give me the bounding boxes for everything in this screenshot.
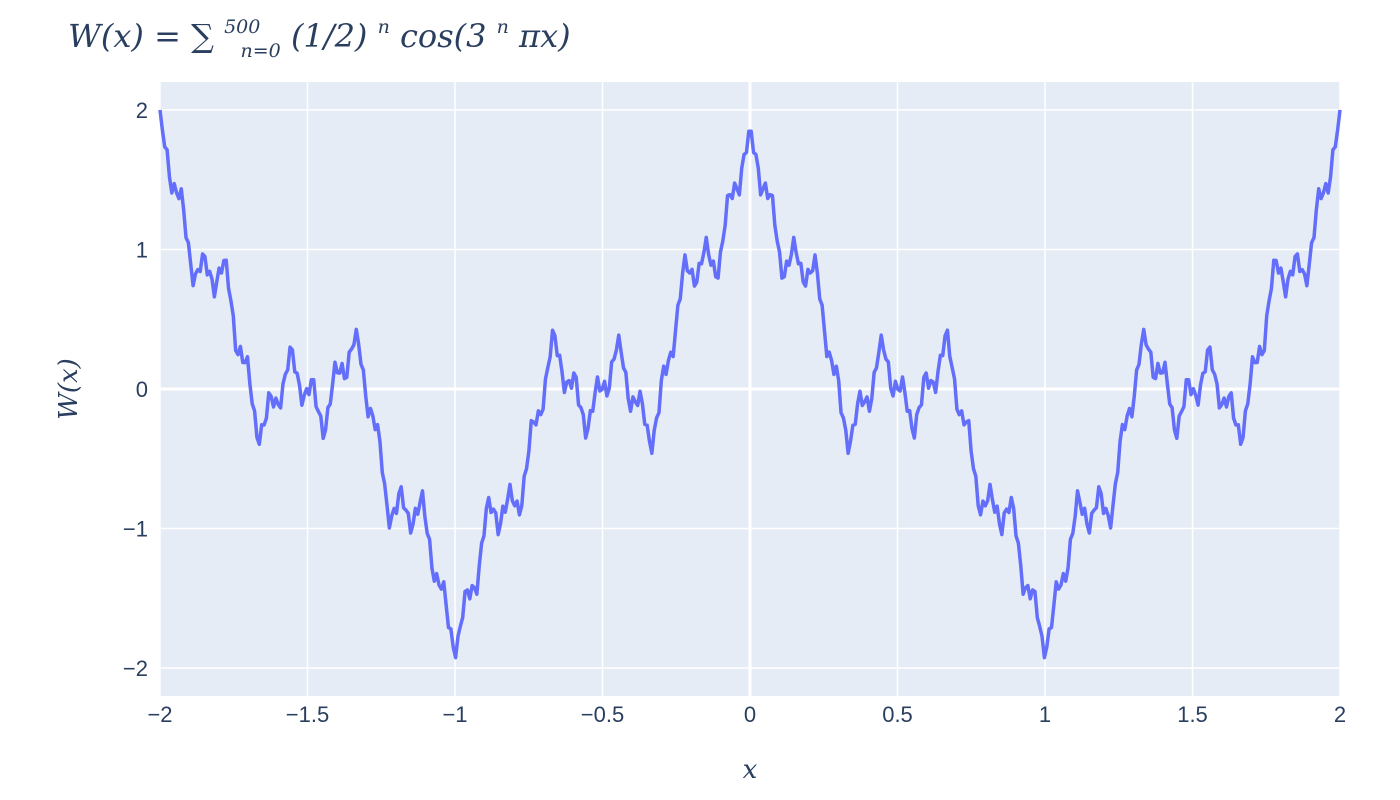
x-tick-label: 1.5 — [1177, 702, 1208, 727]
y-tick-label: 2 — [136, 98, 148, 123]
x-tick-labels: −2 −1.5 −1 −0.5 0 0.5 1 1.5 2 — [147, 702, 1346, 727]
y-tick-label: 1 — [136, 237, 148, 262]
title-sub: n=0 — [241, 40, 281, 62]
x-axis-label: x — [743, 755, 758, 785]
series-line — [158, 109, 1342, 660]
y-tick-label: −2 — [123, 656, 148, 681]
y-axis-label: W(x) — [54, 358, 84, 420]
x-tick-label: −1.5 — [286, 702, 329, 727]
x-tick-label: 2 — [1334, 702, 1346, 727]
title-rest1-sup: n — [378, 16, 390, 38]
title-rest2: cos(3 — [400, 17, 486, 55]
x-tick-label: −2 — [147, 702, 172, 727]
x-tick-label: −0.5 — [581, 702, 624, 727]
x-tick-label: −1 — [442, 702, 467, 727]
title-sup: 500 — [224, 16, 260, 38]
y-tick-label: 0 — [136, 377, 148, 402]
chart-title: W(x) = ∑ 500 n=0 (1/2) n cos(3 n πx) — [68, 3, 571, 65]
title-rest1: (1/2) — [291, 17, 367, 55]
x-tick-label: 1 — [1039, 702, 1051, 727]
x-tick-label: 0.5 — [882, 702, 913, 727]
title-rest3: πx) — [518, 17, 571, 55]
y-tick-label: −1 — [123, 517, 148, 542]
zero-lines — [160, 82, 1340, 696]
x-tick-label: 0 — [744, 702, 756, 727]
title-rest2-sup: n — [497, 16, 509, 38]
y-tick-labels: −2 −1 0 1 2 — [123, 98, 148, 681]
title-main: W(x) = ∑ — [68, 17, 214, 55]
